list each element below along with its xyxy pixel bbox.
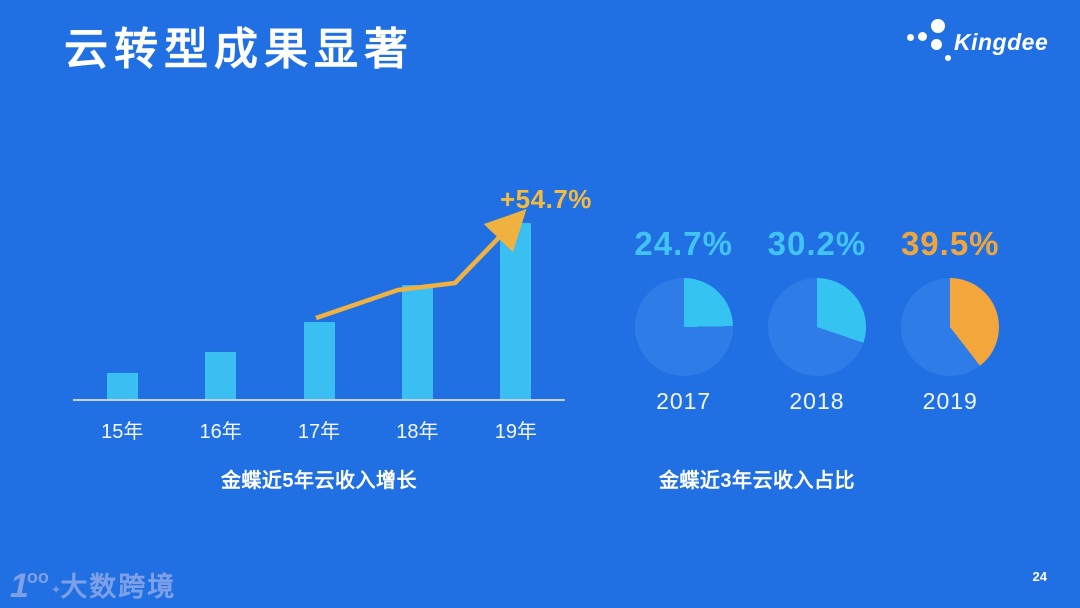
pie-percentage-label: 30.2% [767, 225, 867, 262]
watermark-logo-icon: 1oo✦ [10, 567, 60, 605]
pie-chart-2019 [901, 278, 1000, 376]
page-title: 云转型成果显著 [64, 25, 414, 74]
pie-year-label: 2017 [656, 388, 712, 414]
pie-group-2019: 39.5% 2019 [884, 226, 1017, 415]
cloud-share-pie-charts: 24.7% 2017 30.2% 2018 39.5% 2019 [617, 226, 1017, 415]
x-axis-line [73, 399, 565, 401]
x-axis-label: 18年 [396, 421, 439, 443]
bar-column [171, 220, 269, 399]
x-axis-label: 19年 [494, 421, 537, 443]
bar-18年 [401, 285, 433, 399]
bar-chart-caption: 金蝶近5年云收入增长 [220, 470, 418, 492]
page-number: 24 [1032, 569, 1047, 584]
watermark: 1oo✦ 大数跨境 [10, 560, 176, 608]
x-axis-labels: 15年 16年 17年 18年 19年 [73, 401, 565, 444]
pie-chart-2017 [634, 278, 733, 376]
growth-annotation: +54.7% [500, 184, 592, 214]
bar-column [467, 220, 565, 399]
kingdee-logo: Kingdee [905, 12, 1055, 68]
pie-year-label: 2018 [789, 388, 845, 414]
cloud-revenue-bar-chart: 15年 16年 17年 18年 19年 [73, 220, 565, 444]
pie-percentage-label: 24.7% [634, 225, 733, 262]
bar-19年 [500, 223, 532, 399]
bar-column [270, 220, 368, 399]
x-axis-label: 16年 [199, 421, 242, 443]
pie-chart-2018 [767, 278, 866, 376]
watermark-text: 大数跨境 [60, 571, 177, 602]
bar-column [73, 220, 171, 399]
pie-charts-caption: 金蝶近3年云收入占比 [658, 470, 856, 492]
pie-percentage-label: 39.5% [900, 225, 1000, 262]
bar-15年 [106, 373, 138, 399]
x-axis-label: 17年 [297, 421, 341, 443]
bar-16年 [205, 352, 237, 399]
bar-17年 [303, 322, 335, 399]
bar-column [368, 220, 466, 399]
bar-chart-plot-area [73, 220, 565, 399]
kingdee-logo-text: Kingdee [954, 29, 1049, 55]
pie-group-2018: 30.2% 2018 [750, 226, 883, 415]
pie-year-label: 2019 [922, 388, 978, 414]
pie-group-2017: 24.7% 2017 [617, 226, 750, 415]
x-axis-label: 15年 [101, 421, 144, 443]
